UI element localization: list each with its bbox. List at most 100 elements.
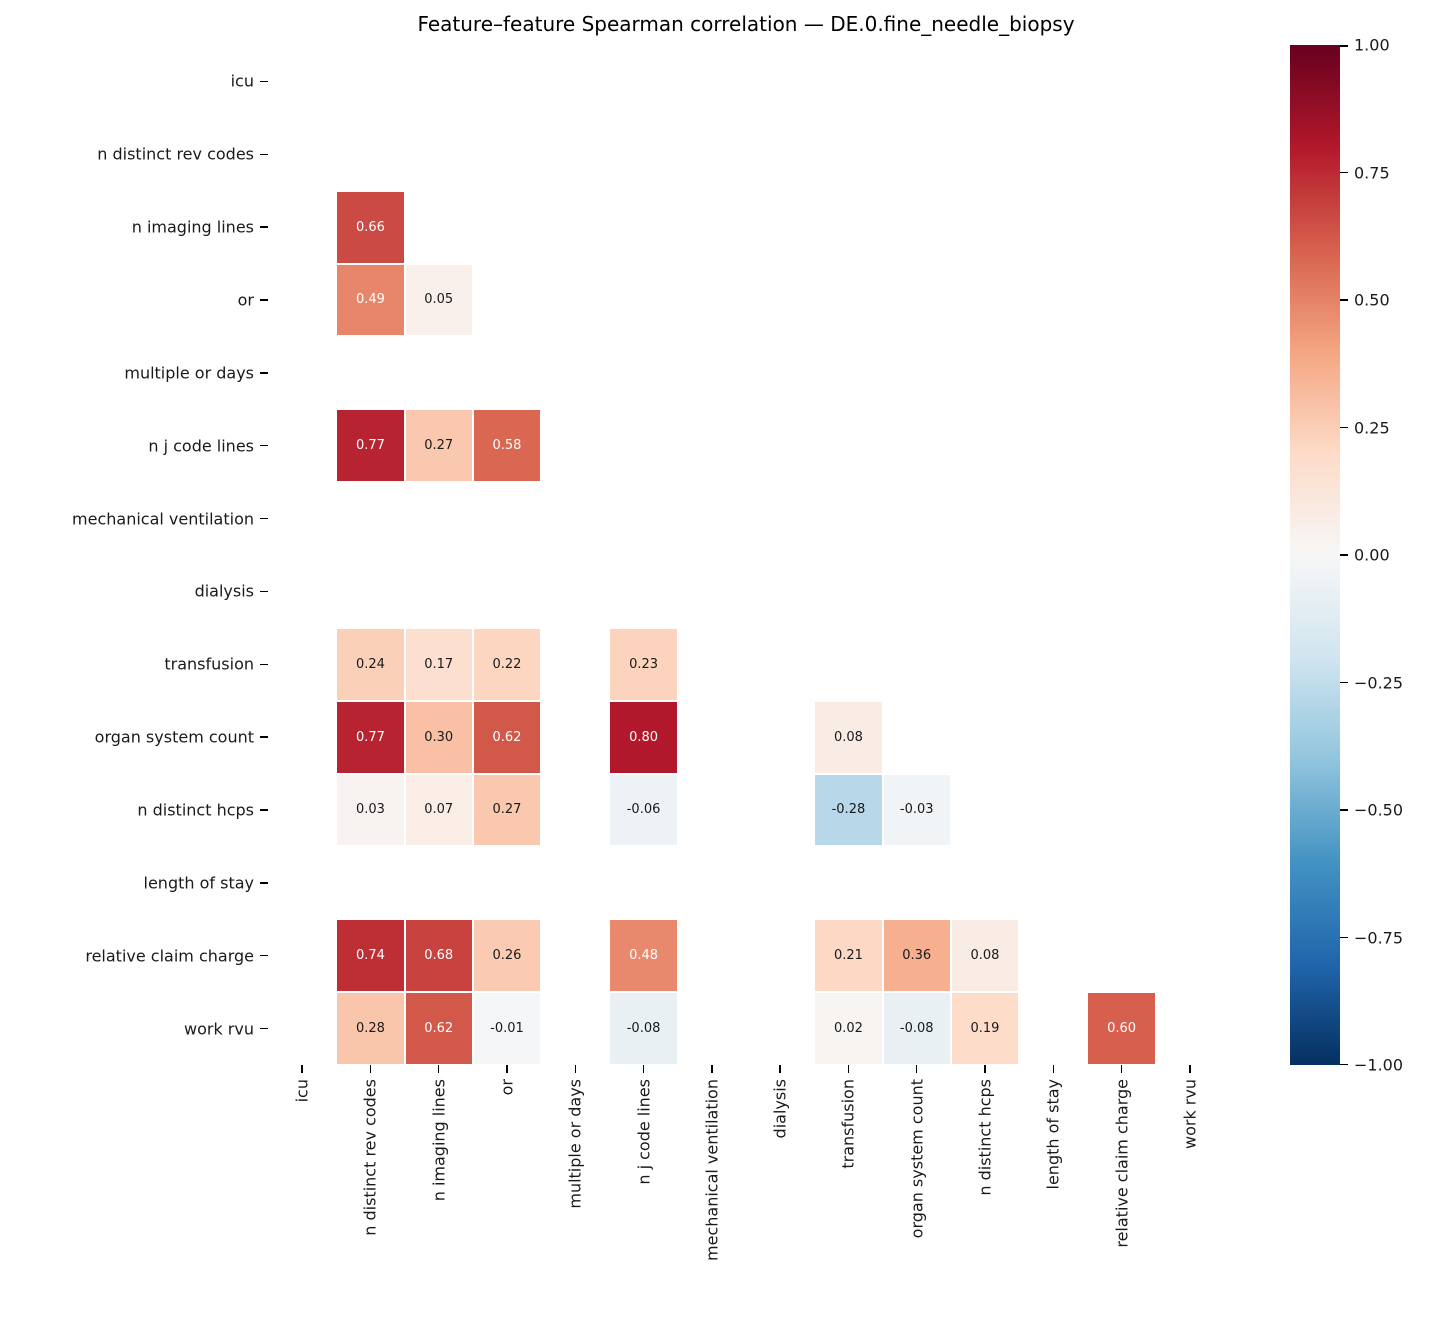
- heatmap-cell: 0.62: [405, 993, 472, 1064]
- y-tick-label: n imaging lines: [131, 217, 254, 237]
- heatmap-cell: 0.74: [337, 920, 404, 992]
- colorbar-tick-mark: [1340, 1063, 1348, 1065]
- cell-value: 0.48: [629, 948, 659, 964]
- colorbar-tick-label: 1.00: [1354, 35, 1390, 55]
- colorbar-tick-label: 0.50: [1354, 290, 1390, 310]
- heatmap-cell: 0.24: [337, 628, 404, 700]
- heatmap-cell: 0.58: [473, 410, 541, 482]
- cell-value: 0.28: [355, 1021, 385, 1037]
- y-tick-label: transfusion: [164, 654, 254, 674]
- cell-value: -0.01: [490, 1021, 524, 1037]
- cell-value: 0.02: [833, 1021, 863, 1037]
- x-tick-label: transfusion: [838, 1079, 858, 1169]
- y-tick-mark: [260, 226, 268, 228]
- x-tick-mark: [915, 1065, 918, 1073]
- heatmap-cell: -0.28: [815, 774, 882, 846]
- colorbar-tick-label: −0.25: [1354, 673, 1404, 692]
- y-tick-label: n distinct rev codes: [97, 144, 254, 164]
- heatmap-cell: -0.08: [610, 993, 677, 1064]
- y-tick-label: n distinct hcps: [137, 800, 254, 820]
- y-tick-mark: [260, 809, 268, 811]
- chart-title: Feature–feature Spearman correlation — D…: [417, 12, 1075, 36]
- cell-value: 0.21: [833, 948, 863, 964]
- x-tick-mark: [301, 1065, 303, 1073]
- x-tick-label: n imaging lines: [429, 1079, 449, 1202]
- y-tick-mark: [260, 372, 268, 374]
- heatmap-cell: 0.60: [1088, 993, 1155, 1064]
- colorbar-tick-label: 0.25: [1354, 418, 1390, 437]
- y-tick-label: relative claim charge: [85, 946, 254, 966]
- heatmap-cell: 0.48: [610, 920, 677, 992]
- x-tick-mark: [437, 1065, 440, 1073]
- heatmap-cell: 0.02: [815, 993, 882, 1064]
- colorbar-tick-mark: [1340, 299, 1348, 301]
- colorbar-tick-mark: [1340, 45, 1348, 47]
- x-tick-label: length of stay: [1043, 1079, 1063, 1190]
- heatmap-cell: 0.17: [405, 628, 472, 700]
- cell-value: 0.05: [424, 292, 454, 308]
- cell-value: 0.08: [970, 948, 1000, 964]
- colorbar-tick-mark: [1340, 554, 1348, 556]
- x-tick-mark: [711, 1065, 713, 1073]
- heatmap-cell: 0.30: [405, 701, 472, 773]
- heatmap-cell: 0.77: [337, 701, 404, 773]
- x-tick-label: relative claim charge: [1112, 1079, 1132, 1248]
- cell-value: 0.27: [492, 802, 522, 818]
- heatmap-cell: 0.21: [815, 920, 882, 992]
- colorbar-tick-mark: [1340, 426, 1348, 429]
- x-tick-label: n distinct rev codes: [360, 1079, 380, 1236]
- cell-value: 0.24: [355, 656, 385, 672]
- y-tick-mark: [260, 80, 268, 83]
- y-tick-mark: [260, 590, 268, 593]
- colorbar-tick-mark: [1340, 936, 1348, 939]
- x-tick-label: or: [497, 1079, 517, 1096]
- y-tick-label: mechanical ventilation: [72, 509, 254, 529]
- heatmap-cell: 0.27: [405, 410, 472, 482]
- x-tick-label: mechanical ventilation: [702, 1079, 722, 1261]
- cell-value: 0.77: [355, 729, 385, 745]
- cell-value: 0.03: [355, 802, 385, 818]
- cell-value: 0.19: [970, 1021, 1000, 1037]
- cell-value: 0.17: [424, 656, 454, 672]
- heatmap-cell: 0.28: [337, 993, 404, 1064]
- heatmap-cell: 0.49: [337, 264, 404, 336]
- x-tick-label: multiple or days: [565, 1079, 585, 1209]
- colorbar-tick-mark: [1340, 171, 1348, 174]
- heatmap-cell: 0.08: [951, 920, 1019, 992]
- x-tick-mark: [1052, 1065, 1055, 1073]
- y-tick-label: multiple or days: [124, 363, 254, 383]
- cell-value: 0.49: [355, 292, 385, 308]
- heatmap-cell: -0.01: [473, 993, 541, 1064]
- cell-value: -0.06: [626, 802, 661, 818]
- heatmap-cell: -0.08: [883, 993, 950, 1064]
- cell-value: 0.08: [833, 729, 863, 745]
- y-tick-mark: [260, 663, 268, 666]
- x-tick-mark: [847, 1065, 850, 1073]
- colorbar-tick-label: −0.50: [1354, 800, 1404, 820]
- y-tick-label: organ system count: [94, 727, 254, 747]
- cell-value: 0.66: [355, 219, 385, 235]
- x-tick-label: icu: [292, 1079, 312, 1103]
- x-tick-label: n j code lines: [634, 1079, 654, 1185]
- x-tick-mark: [506, 1065, 508, 1073]
- cell-value: 0.62: [492, 729, 522, 745]
- cell-value: 0.27: [424, 438, 454, 454]
- cell-value: -0.08: [626, 1021, 661, 1037]
- heatmap-cell: 0.27: [473, 774, 541, 846]
- heatmap-cell: 0.07: [405, 774, 472, 846]
- cell-value: 0.77: [355, 438, 385, 454]
- y-tick-label: or: [237, 290, 254, 310]
- heatmap-cell: 0.62: [473, 701, 541, 773]
- heatmap-plot: 0.66 0.49 0.05 0.77 0.27 0.58 0.24 0.17 0.22 0.23…: [268, 45, 1224, 1065]
- x-tick-label: dialysis: [770, 1079, 790, 1139]
- y-tick-mark: [260, 299, 268, 301]
- cell-value: -0.08: [899, 1021, 934, 1037]
- cell-value: -0.28: [831, 802, 866, 818]
- cell-value: 0.80: [629, 729, 659, 745]
- heatmap-cell: 0.22: [473, 628, 541, 700]
- colorbar-tick-mark: [1340, 809, 1348, 811]
- heatmap-cell: -0.03: [883, 774, 950, 846]
- heatmap-cell: 0.19: [951, 993, 1019, 1064]
- cell-value: 0.07: [424, 802, 454, 818]
- y-tick-label: length of stay: [143, 873, 254, 893]
